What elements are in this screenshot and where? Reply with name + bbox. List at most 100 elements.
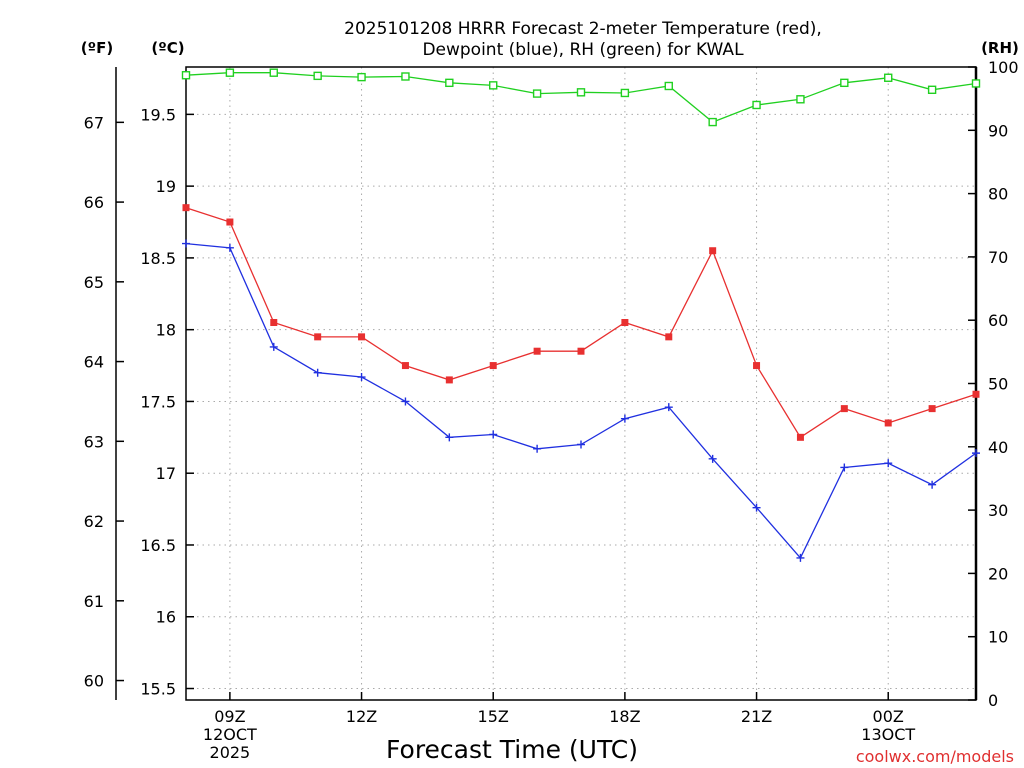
rh-point (357, 72, 366, 82)
dewpoint-point (796, 553, 805, 562)
fahrenheit-tick-label: 64 (84, 353, 104, 372)
rh-tick-label: 70 (988, 248, 1008, 267)
x-tick-label: 13OCT (861, 725, 915, 744)
celsius-tick-label: 17 (156, 464, 176, 483)
dewpoint-point (708, 454, 717, 463)
chart-title-line-2: Dewpoint (blue), RH (green) for KWAL (422, 40, 744, 60)
rh-point (884, 73, 893, 82)
rh-tick-label: 60 (988, 311, 1008, 330)
x-tick-label: 21Z (741, 707, 772, 726)
credit-label: coolwx.com/models (856, 747, 1014, 766)
series-layer (181, 68, 981, 562)
dewpoint-point (401, 397, 410, 406)
dewpoint-point (269, 342, 278, 351)
rh-unit-label: (RH) (981, 39, 1019, 57)
fahrenheit-tick-label: 66 (84, 193, 104, 212)
x-tick-label: 15Z (478, 707, 509, 726)
rh-point (840, 78, 849, 88)
rh-tick-label: 10 (988, 628, 1008, 647)
rh-tick-label: 40 (988, 438, 1008, 457)
dewpoint-point (972, 449, 980, 458)
rh-point (664, 81, 673, 91)
chart-title-line-1: 2025101208 HRRR Forecast 2-meter Tempera… (344, 19, 822, 39)
celsius-unit-label: (ºC) (151, 39, 184, 57)
rh-point (532, 89, 542, 98)
temperature-point (314, 333, 322, 341)
dewpoint-line (185, 242, 977, 560)
celsius-tick-label: 18 (156, 321, 176, 340)
temperature-point (621, 318, 629, 326)
dewpoint-point (620, 414, 629, 423)
celsius-tick-label: 19 (156, 177, 176, 196)
dewpoint-point (489, 430, 498, 439)
fahrenheit-tick-label: 62 (84, 512, 104, 531)
temperature-point (972, 390, 980, 398)
x-axis-label: Forecast Time (UTC) (386, 735, 638, 764)
temperature-point (182, 204, 190, 212)
fahrenheit-tick-label: 63 (84, 432, 104, 451)
temperature-point (709, 247, 717, 255)
rh-point (225, 68, 235, 77)
temperature-point (533, 347, 541, 355)
celsius-tick-label: 16 (156, 608, 176, 627)
rh-point (796, 95, 805, 104)
x-tick-label: 12Z (346, 707, 377, 726)
temperature-point (884, 419, 892, 427)
dewpoint-point (445, 433, 454, 442)
temperature-point (577, 347, 585, 355)
dewpoint-point (182, 239, 190, 248)
rh-point (620, 88, 630, 98)
rh-tick-label: 90 (988, 121, 1008, 140)
dewpoint-point (928, 480, 937, 489)
temperature-point (796, 433, 804, 441)
celsius-tick-label: 19.5 (140, 105, 176, 124)
celsius-tick-label: 17.5 (140, 392, 176, 411)
rh-tick-label: 100 (988, 58, 1019, 77)
temperature-point (928, 405, 936, 413)
rh-point (445, 78, 454, 88)
temperature-point (270, 318, 278, 326)
dewpoint-point (752, 503, 761, 512)
temperature-point (753, 362, 761, 370)
temperature-point (358, 333, 366, 341)
x-tick-label: 18Z (609, 707, 640, 726)
fahrenheit-tick-label: 61 (84, 592, 104, 611)
fahrenheit-tick-label: 60 (84, 672, 104, 691)
dewpoint-point (884, 459, 893, 468)
rh-tick-label: 0 (988, 691, 998, 710)
rh-point (181, 71, 191, 80)
temperature-point (226, 218, 234, 226)
celsius-tick-label: 18.5 (140, 249, 176, 268)
dewpoint-point (357, 373, 366, 382)
grid-layer (186, 67, 976, 700)
plot-frame (185, 66, 977, 701)
dewpoint-point (313, 368, 322, 377)
dewpoint-point (840, 463, 849, 472)
x-tick-label: 12OCT (203, 725, 257, 744)
rh-point (576, 88, 586, 97)
x-tick-label: 2025 (210, 743, 251, 762)
rh-point (489, 81, 498, 90)
rh-point (269, 68, 278, 77)
rh-tick-label: 30 (988, 501, 1008, 520)
temperature-point (401, 362, 409, 370)
celsius-tick-label: 16.5 (140, 536, 176, 555)
temperature-point (840, 405, 848, 413)
rh-point (927, 85, 937, 94)
temperature-line (185, 207, 977, 439)
rh-tick-label: 50 (988, 375, 1008, 394)
dewpoint-point (577, 440, 585, 449)
fahrenheit-tick-label: 65 (84, 273, 104, 292)
rh-point (401, 72, 410, 81)
fahrenheit-unit-label: (ºF) (81, 39, 113, 57)
dewpoint-point (225, 243, 234, 252)
rh-point (708, 117, 717, 127)
rh-point (752, 100, 761, 110)
temperature-point (445, 376, 453, 384)
rh-point (313, 71, 322, 81)
rh-point (971, 79, 981, 88)
temperature-point (489, 362, 497, 370)
rh-tick-label: 80 (988, 185, 1008, 204)
